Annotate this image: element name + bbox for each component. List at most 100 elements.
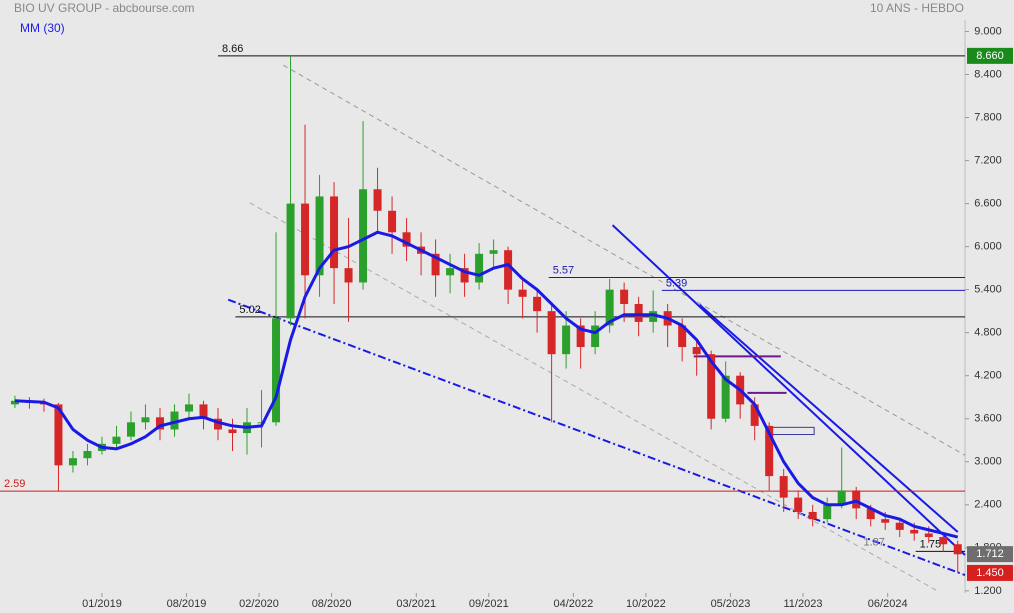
candle-body	[359, 189, 368, 283]
candle-body	[765, 425, 774, 477]
candle-body	[214, 418, 223, 430]
candle-body	[184, 404, 193, 412]
y-tick-label: 4.200	[974, 370, 1002, 382]
candle-body	[678, 325, 687, 348]
y-tick-label: 6.000	[974, 241, 1002, 253]
x-tick-label: 11/2023	[784, 598, 823, 610]
x-tick-label: 09/2021	[469, 598, 509, 610]
candle-body	[228, 429, 237, 434]
level-label: 2.59	[4, 478, 25, 490]
candle-body	[953, 544, 962, 555]
y-tick-label: 7.200	[974, 154, 1002, 166]
candle-body	[620, 289, 629, 304]
candle-body	[141, 417, 150, 423]
trend-line	[611, 224, 966, 556]
candle-body	[939, 537, 948, 545]
candle-body	[692, 347, 701, 355]
candle-body	[460, 268, 469, 283]
x-tick-label: 08/2019	[167, 598, 207, 610]
candle-body	[721, 375, 730, 419]
candle-body	[489, 250, 498, 254]
candle-body	[547, 311, 556, 355]
candle-body	[83, 451, 92, 459]
y-tick-label: 3.600	[974, 413, 1002, 425]
trend-line	[698, 303, 959, 533]
x-tick-label: 05/2023	[711, 598, 751, 610]
chart-subtitle: 10 ANS - HEBDO	[870, 1, 964, 15]
candle-body	[373, 189, 382, 211]
candle-body	[170, 411, 179, 430]
candle-body	[576, 325, 585, 348]
candle-body	[446, 268, 455, 276]
x-tick-label: 08/2020	[312, 598, 352, 610]
price-badge-label: 8.660	[976, 50, 1004, 62]
y-tick-label: 6.600	[974, 197, 1002, 209]
trend-line	[227, 298, 966, 577]
y-tick-label: 3.000	[974, 456, 1002, 468]
y-tick-label: 4.800	[974, 327, 1002, 339]
candle-body	[779, 476, 788, 498]
x-tick-label: 04/2022	[553, 598, 593, 610]
candle-body	[475, 253, 484, 283]
x-tick-label: 03/2021	[396, 598, 436, 610]
level-label: 8.66	[222, 43, 243, 55]
y-tick-label: 1.200	[974, 585, 1002, 597]
candle-body	[344, 268, 353, 283]
y-tick-label: 2.400	[974, 499, 1002, 511]
x-tick-label: 01/2019	[82, 598, 122, 610]
candle-body	[402, 232, 411, 247]
candle-body	[10, 400, 19, 405]
candle-body	[837, 490, 846, 505]
trend-line	[283, 64, 966, 456]
legend-entry: MM (30)	[20, 21, 65, 35]
price-badge	[967, 546, 1013, 563]
candle-body	[605, 289, 614, 326]
price-badge-label: 1.450	[976, 567, 1004, 579]
candle-body	[518, 289, 527, 297]
candle-body	[823, 504, 832, 520]
candle-body	[155, 417, 164, 430]
candle-body	[68, 458, 77, 466]
candle-body	[301, 203, 310, 276]
candle-body	[199, 404, 208, 419]
price-badge-label: 1.712	[976, 548, 1004, 560]
trend-line	[249, 202, 937, 591]
chart-title: BIO UV GROUP - abcbourse.com	[14, 1, 195, 15]
candle-body	[431, 253, 440, 276]
candle-body	[707, 354, 716, 419]
candle-body	[794, 497, 803, 512]
candle-body	[910, 529, 919, 534]
level-label: 5.39	[666, 277, 687, 289]
zone-box	[765, 426, 815, 436]
level-label: 5.57	[553, 264, 574, 276]
candle-body	[895, 522, 904, 530]
candle-body	[330, 196, 339, 269]
y-tick-label: 8.400	[974, 68, 1002, 80]
candle-body	[272, 318, 281, 423]
candle-body	[634, 303, 643, 322]
candle-body	[315, 196, 324, 276]
candle-body	[112, 436, 121, 444]
y-tick-label: 5.400	[974, 284, 1002, 296]
candle-body	[866, 508, 875, 520]
y-tick-label: 9.000	[974, 25, 1002, 37]
level-label: 1.75	[920, 538, 941, 550]
x-tick-label: 10/2022	[626, 598, 666, 610]
candle-body	[126, 422, 135, 437]
candle-body	[54, 404, 63, 466]
x-tick-label: 06/2024	[868, 598, 908, 610]
candle-body	[649, 311, 658, 322]
candle-body	[750, 404, 759, 426]
candle-body	[808, 511, 817, 520]
candle-body	[562, 325, 571, 355]
level-label: 5.02	[239, 304, 260, 316]
candle-body	[881, 519, 890, 523]
candle-body	[591, 325, 600, 348]
y-tick-label: 7.800	[974, 111, 1002, 123]
candle-body	[924, 533, 933, 538]
price-badge	[967, 47, 1013, 64]
price-badge	[967, 564, 1013, 581]
candle-body	[388, 210, 397, 233]
candle-body	[852, 490, 861, 509]
